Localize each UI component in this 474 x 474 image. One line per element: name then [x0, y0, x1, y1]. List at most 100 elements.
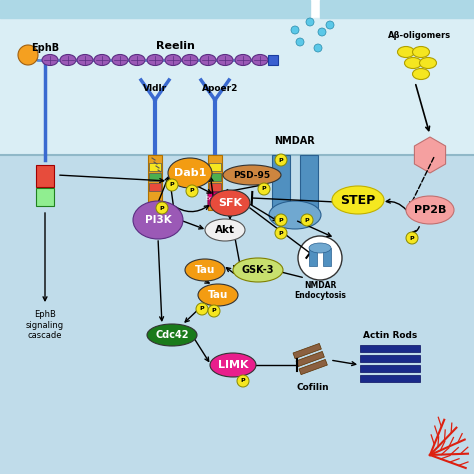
Text: P: P [279, 218, 283, 222]
Circle shape [275, 214, 287, 226]
Ellipse shape [112, 55, 128, 65]
Circle shape [406, 232, 418, 244]
Text: STEP: STEP [340, 193, 375, 207]
Bar [360, 375, 420, 382]
Ellipse shape [185, 259, 225, 281]
Text: P: P [200, 307, 204, 311]
Ellipse shape [252, 55, 268, 65]
Text: P: P [410, 236, 414, 240]
Circle shape [18, 45, 38, 65]
Bar [268, 55, 278, 65]
Ellipse shape [210, 353, 256, 377]
Bar [309, 248, 317, 266]
Ellipse shape [168, 158, 212, 188]
Ellipse shape [223, 165, 281, 185]
Text: PSD-95: PSD-95 [233, 171, 271, 180]
Text: GSK-3: GSK-3 [242, 265, 274, 275]
Circle shape [237, 375, 249, 387]
Ellipse shape [210, 190, 250, 216]
Ellipse shape [200, 55, 216, 65]
Bar [36, 188, 54, 206]
Ellipse shape [42, 55, 58, 65]
Bar [0, 0, 310, 18]
Circle shape [314, 44, 322, 52]
Text: PP2B: PP2B [414, 205, 446, 215]
Circle shape [166, 179, 178, 191]
Text: SFK: SFK [218, 198, 242, 208]
Text: EphB: EphB [31, 43, 59, 53]
Bar [149, 163, 161, 171]
Text: P: P [279, 230, 283, 236]
Ellipse shape [419, 57, 437, 69]
Text: Cdc42: Cdc42 [155, 330, 189, 340]
Circle shape [298, 236, 342, 280]
Text: P: P [160, 206, 164, 210]
Text: P: P [279, 157, 283, 163]
Circle shape [208, 305, 220, 317]
Circle shape [318, 28, 326, 36]
Circle shape [296, 38, 304, 46]
Text: Cofilin: Cofilin [297, 383, 329, 392]
Text: NMDAR: NMDAR [304, 282, 336, 291]
Polygon shape [414, 137, 446, 173]
Circle shape [156, 202, 168, 214]
Bar [208, 155, 222, 210]
Ellipse shape [60, 55, 76, 65]
FancyBboxPatch shape [208, 192, 222, 206]
Ellipse shape [77, 55, 93, 65]
Bar [0, 18, 474, 155]
Ellipse shape [147, 324, 197, 346]
Text: Endocytosis: Endocytosis [294, 292, 346, 301]
Text: Actin Rods: Actin Rods [363, 330, 417, 339]
Text: Aβ-oligomers: Aβ-oligomers [388, 30, 452, 39]
Ellipse shape [332, 186, 384, 214]
Circle shape [275, 227, 287, 239]
Ellipse shape [398, 46, 414, 57]
Circle shape [275, 154, 287, 166]
Text: Dab1: Dab1 [174, 168, 206, 178]
Ellipse shape [129, 55, 145, 65]
Circle shape [186, 185, 198, 197]
Circle shape [291, 26, 299, 34]
Ellipse shape [147, 55, 163, 65]
Ellipse shape [269, 201, 321, 229]
Bar [299, 359, 328, 374]
Circle shape [196, 303, 208, 315]
Text: Apoer2: Apoer2 [202, 83, 238, 92]
Text: Tau: Tau [195, 265, 215, 275]
Ellipse shape [412, 46, 429, 57]
Text: P: P [305, 218, 310, 222]
Ellipse shape [198, 284, 238, 306]
Circle shape [306, 18, 314, 26]
Bar [323, 248, 331, 266]
Text: Vldlr: Vldlr [143, 83, 167, 92]
Ellipse shape [309, 243, 331, 253]
Bar [360, 365, 420, 372]
Bar [272, 155, 290, 215]
Circle shape [326, 21, 334, 29]
Ellipse shape [182, 55, 198, 65]
Bar [209, 163, 221, 171]
Bar [0, 155, 474, 474]
Text: Exon19: Exon19 [206, 197, 224, 201]
Ellipse shape [404, 57, 421, 69]
Bar [148, 155, 162, 210]
Bar [296, 351, 324, 366]
Ellipse shape [235, 55, 251, 65]
Bar [360, 355, 420, 362]
Ellipse shape [406, 196, 454, 224]
Text: P: P [170, 182, 174, 188]
Text: PI3K: PI3K [145, 215, 172, 225]
Bar [36, 165, 54, 187]
Ellipse shape [133, 201, 183, 239]
Text: P: P [190, 189, 194, 193]
Ellipse shape [205, 219, 245, 241]
Ellipse shape [94, 55, 110, 65]
Text: P: P [262, 186, 266, 191]
Text: LIMK: LIMK [218, 360, 248, 370]
Text: NMDAR: NMDAR [274, 136, 315, 146]
Text: P: P [212, 309, 216, 313]
Ellipse shape [217, 55, 233, 65]
Bar [149, 183, 161, 191]
Text: P: P [241, 379, 246, 383]
